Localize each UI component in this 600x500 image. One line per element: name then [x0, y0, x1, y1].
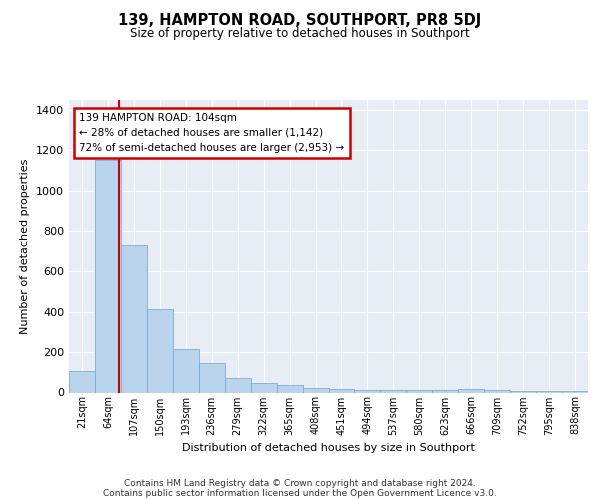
Text: Contains public sector information licensed under the Open Government Licence v3: Contains public sector information licen…: [103, 488, 497, 498]
Text: Size of property relative to detached houses in Southport: Size of property relative to detached ho…: [130, 28, 470, 40]
Text: Contains HM Land Registry data © Crown copyright and database right 2024.: Contains HM Land Registry data © Crown c…: [124, 478, 476, 488]
Y-axis label: Number of detached properties: Number of detached properties: [20, 158, 31, 334]
Bar: [433, 390, 458, 392]
Bar: [95, 160, 121, 392]
Bar: [458, 390, 484, 392]
Text: 139 HAMPTON ROAD: 104sqm
← 28% of detached houses are smaller (1,142)
72% of sem: 139 HAMPTON ROAD: 104sqm ← 28% of detach…: [79, 113, 344, 153]
Text: 139, HAMPTON ROAD, SOUTHPORT, PR8 5DJ: 139, HAMPTON ROAD, SOUTHPORT, PR8 5DJ: [118, 12, 482, 28]
Bar: [355, 390, 380, 392]
Bar: [251, 383, 277, 392]
Bar: [199, 362, 224, 392]
Bar: [69, 372, 95, 392]
Bar: [380, 390, 406, 392]
Bar: [225, 378, 251, 392]
Bar: [147, 309, 173, 392]
X-axis label: Distribution of detached houses by size in Southport: Distribution of detached houses by size …: [182, 443, 475, 453]
Bar: [121, 245, 147, 392]
Bar: [329, 390, 355, 392]
Bar: [302, 388, 329, 392]
Bar: [173, 349, 199, 393]
Bar: [277, 386, 302, 392]
Bar: [406, 390, 432, 392]
Bar: [484, 390, 510, 392]
